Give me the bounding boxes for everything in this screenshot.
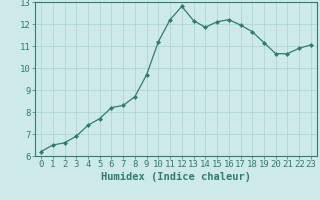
X-axis label: Humidex (Indice chaleur): Humidex (Indice chaleur) xyxy=(101,172,251,182)
